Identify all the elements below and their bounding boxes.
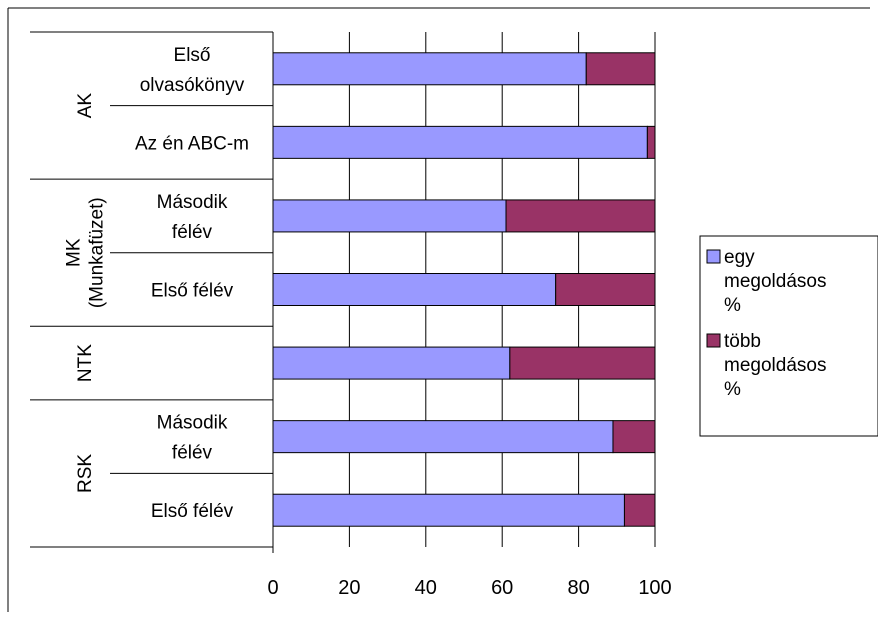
bar-segment <box>272 346 511 380</box>
x-tick-label: 40 <box>415 577 437 599</box>
x-tick-label: 80 <box>567 577 589 599</box>
category-label: Második félév <box>157 413 228 464</box>
group-label-line: RSK <box>75 454 96 493</box>
legend-label-line: egy <box>724 247 755 268</box>
bar-segment <box>555 273 656 306</box>
legend-label-line: % <box>724 379 741 400</box>
category-label: Első félév <box>151 281 234 302</box>
legend-swatch <box>706 249 721 264</box>
bar-segment <box>505 199 656 233</box>
x-tick-label: 20 <box>338 577 360 599</box>
category-label-line: félév <box>172 443 213 464</box>
bar-segment <box>509 346 656 380</box>
group-label-line: NTK <box>75 344 96 382</box>
group-label-line: AK <box>75 93 96 119</box>
category-label-line: Első félév <box>151 501 234 522</box>
category-label: Első félév <box>151 501 234 522</box>
bar-segment <box>612 420 656 454</box>
category-label-line: Második <box>157 413 228 434</box>
bar-segment <box>646 125 656 159</box>
x-axis-ticks: 0 20 40 60 80 100 <box>267 577 671 599</box>
group-label-line: (Munkafüzet) <box>87 197 108 308</box>
legend-label-line: megoldásos <box>724 271 826 292</box>
group-label: MK (Munkafüzet) <box>64 197 108 308</box>
bar-segment <box>272 420 614 454</box>
bars <box>272 52 656 527</box>
legend-label-line: megoldásos <box>724 355 826 376</box>
x-tick-label: 0 <box>267 577 278 599</box>
category-label-line: félév <box>172 222 213 243</box>
bar-segment <box>272 493 625 527</box>
bar-segment <box>585 52 656 86</box>
bar-segment <box>272 125 648 159</box>
category-label: Az én ABC-m <box>135 133 249 154</box>
category-label-line: Első <box>174 45 211 66</box>
group-label: RSK <box>75 454 96 493</box>
category-label-line: Az én ABC-m <box>135 133 249 154</box>
group-label: AK <box>75 93 96 119</box>
legend-label-line: több <box>724 331 761 352</box>
bar-segment <box>623 493 656 527</box>
bar-segment <box>272 199 507 233</box>
category-label-line: Második <box>157 192 228 213</box>
legend-label: egy megoldásos% <box>724 247 826 316</box>
bar-segment <box>272 273 557 306</box>
legend-label: több megoldásos% <box>724 331 826 400</box>
category-label-line: olvasókönyv <box>140 75 245 96</box>
bar-segment <box>272 52 587 86</box>
x-tick-label: 100 <box>638 577 671 599</box>
legend-swatch <box>706 333 721 348</box>
x-tick-label: 60 <box>491 577 513 599</box>
legend-label-line: % <box>724 295 741 316</box>
group-label: NTK <box>75 344 96 382</box>
category-axis: Első olvasókönyv Az én ABC-m Második félév El… <box>30 31 273 548</box>
category-label: Második félév <box>157 192 228 243</box>
group-label-line: MK <box>64 238 85 267</box>
category-label: Első olvasókönyv <box>140 45 245 96</box>
legend: egy megoldásos % több megoldásos% <box>699 235 878 437</box>
category-label-line: Első félév <box>151 281 234 302</box>
legend-box <box>699 235 878 437</box>
